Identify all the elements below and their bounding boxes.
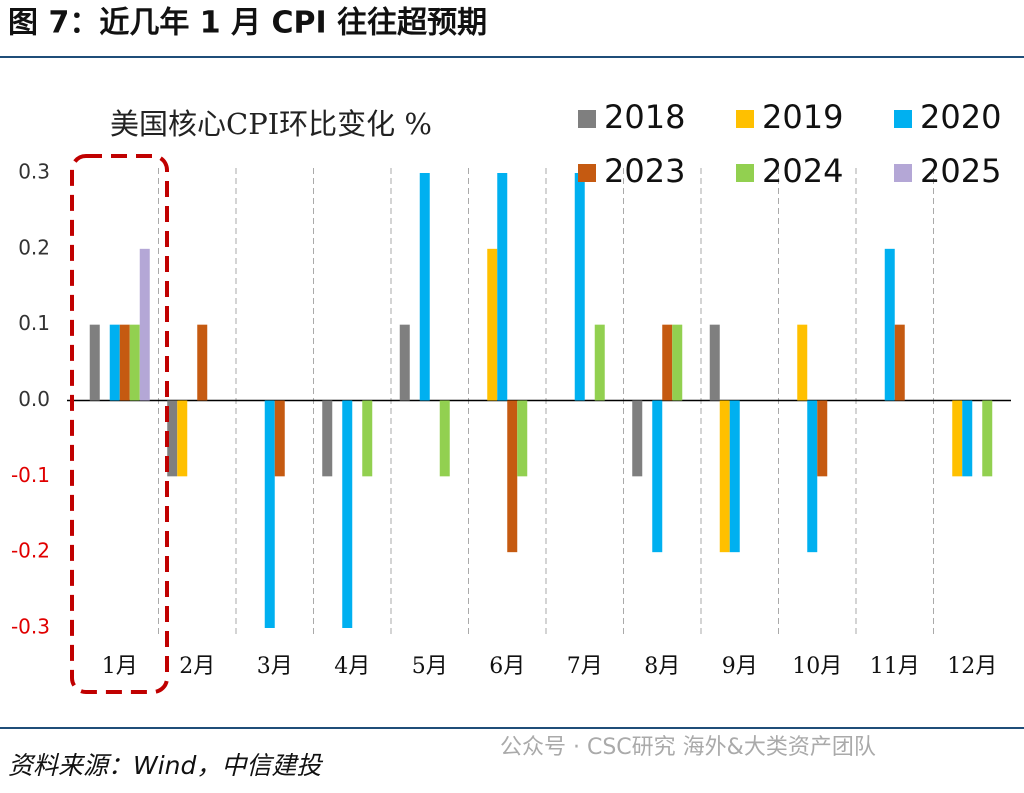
legend-swatch [578, 110, 596, 128]
highlight-box [70, 154, 169, 694]
page-title: 图 7：近几年 1 月 CPI 往往超预期 [8, 6, 487, 41]
bar [419, 173, 430, 401]
bar [274, 400, 285, 477]
x-tick-label: 8月 [644, 654, 680, 679]
y-tick-label: 0.3 [18, 160, 50, 184]
x-tick-label: 6月 [489, 654, 525, 679]
legend-swatch [894, 110, 912, 128]
legend-label: 2023 [604, 152, 685, 190]
x-tick-label: 10月 [792, 654, 842, 679]
x-tick-label: 3月 [257, 654, 293, 679]
x-tick-label: 9月 [722, 654, 758, 679]
bar [952, 400, 963, 477]
bar [167, 400, 178, 477]
bar [884, 248, 895, 401]
bar [439, 400, 450, 477]
bar [89, 324, 100, 401]
legend-label: 2018 [604, 98, 685, 136]
bar [119, 324, 130, 401]
bar [507, 400, 518, 553]
legend-label: 2024 [762, 152, 843, 190]
x-tick-label: 7月 [567, 654, 603, 679]
bar [594, 324, 605, 401]
x-tick-label: 4月 [334, 654, 370, 679]
bar [672, 324, 683, 401]
bar [399, 324, 410, 401]
bar [139, 248, 150, 401]
legend-swatch [894, 164, 912, 182]
y-tick-label: -0.2 [11, 539, 50, 563]
bar [982, 400, 993, 477]
x-tick-label: 2月 [179, 654, 215, 679]
bar [632, 400, 643, 477]
bar [497, 173, 508, 401]
bar [264, 400, 275, 628]
watermark: 公众号 · CSC研究 海外&大类资产团队 [500, 735, 876, 760]
bar [817, 400, 828, 477]
x-tick-label: 1月 [102, 654, 138, 679]
x-tick-label: 11月 [870, 654, 920, 679]
legend-swatch [578, 164, 596, 182]
bar [962, 400, 973, 477]
bar [129, 324, 140, 401]
y-tick-label: 0.2 [18, 235, 50, 259]
legend-label: 2020 [920, 98, 1001, 136]
bar [652, 400, 663, 553]
chart-title: 美国核心CPI环比变化 % [110, 107, 432, 141]
source: 资料来源：Wind，中信建投 [8, 751, 323, 780]
bar [574, 173, 585, 401]
legend-label: 2019 [762, 98, 843, 136]
y-tick-label: 0.1 [18, 311, 50, 335]
y-tick-label: -0.3 [11, 615, 50, 639]
legend-swatch [736, 164, 754, 182]
bar [517, 400, 528, 477]
y-tick-label: 0.0 [18, 387, 50, 411]
bar [362, 400, 373, 477]
bar [177, 400, 188, 477]
bar [797, 324, 808, 401]
x-tick-label: 12月 [947, 654, 997, 679]
bar [719, 400, 730, 553]
bar [342, 400, 353, 628]
bar [662, 324, 673, 401]
bar [729, 400, 740, 553]
legend-label: 2025 [920, 152, 1001, 190]
bar [709, 324, 720, 401]
bar [807, 400, 818, 553]
legend-swatch [736, 110, 754, 128]
bar [109, 324, 120, 401]
x-tick-label: 5月 [412, 654, 448, 679]
y-tick-label: -0.1 [11, 463, 50, 487]
bar [487, 248, 498, 401]
bar [197, 324, 208, 401]
bar [322, 400, 333, 477]
bar [894, 324, 905, 401]
